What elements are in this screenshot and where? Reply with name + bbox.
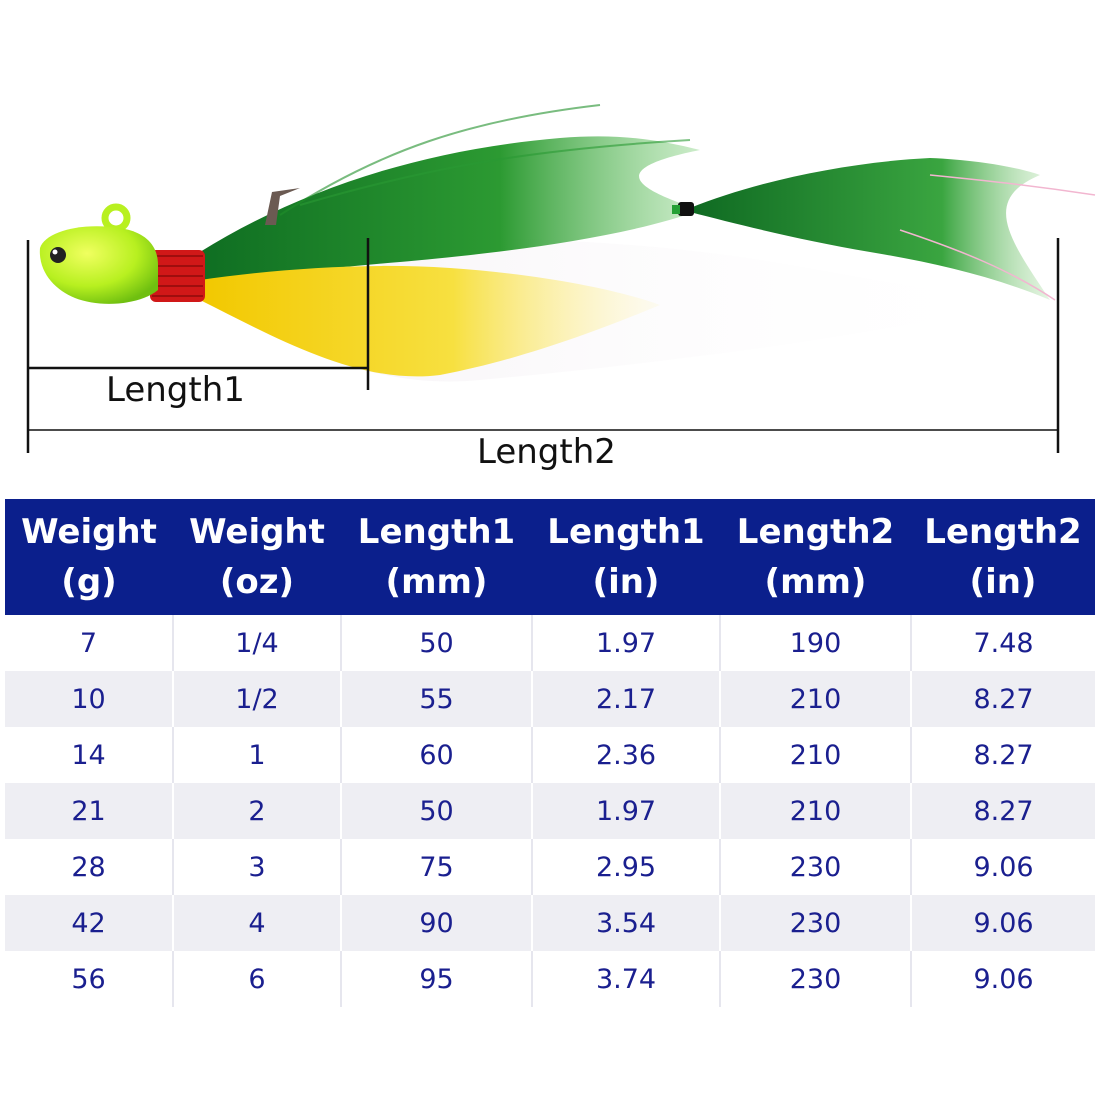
column-header-name: Length2 <box>736 512 895 552</box>
column-header: Length2 (mm) <box>720 499 911 615</box>
table-cell: 9.06 <box>911 895 1095 951</box>
table-row: 21 2 50 1.97 210 8.27 <box>5 783 1095 839</box>
table-cell: 60 <box>341 727 533 783</box>
table-cell: 75 <box>341 839 533 895</box>
table-row: 56 6 95 3.74 230 9.06 <box>5 951 1095 1007</box>
table-row: 14 1 60 2.36 210 8.27 <box>5 727 1095 783</box>
table-cell: 230 <box>720 895 912 951</box>
line-tie-eye <box>101 203 131 233</box>
table-cell: 190 <box>720 615 912 671</box>
table-cell: 42 <box>5 895 174 951</box>
jig-eye <box>50 247 66 263</box>
column-header: Length1 (mm) <box>341 499 532 615</box>
column-header: Weight (oz) <box>173 499 341 615</box>
table-cell: 2 <box>173 783 342 839</box>
column-header: Length2 (in) <box>911 499 1095 615</box>
table-cell: 210 <box>720 783 912 839</box>
table-cell: 210 <box>720 727 912 783</box>
table-cell: 4 <box>173 895 342 951</box>
length1-dimension <box>26 238 370 453</box>
column-header-name: Weight <box>189 512 325 552</box>
hook-point <box>265 188 300 225</box>
column-header-unit: (mm) <box>385 562 488 602</box>
column-header-unit: (mm) <box>764 562 867 602</box>
table-cell: 28 <box>5 839 174 895</box>
green-hair <box>200 136 700 290</box>
table-cell: 7 <box>5 615 174 671</box>
length2-dimension <box>28 238 1060 453</box>
table-cell: 2.17 <box>532 671 721 727</box>
table-cell: 95 <box>341 951 533 1007</box>
table-body: 7 1/4 50 1.97 190 7.48 10 1/2 55 2.17 210 8.27 14 1 60… <box>5 615 1095 1007</box>
table-cell: 3.74 <box>532 951 721 1007</box>
column-header-name: Length1 <box>357 512 516 552</box>
column-header: Length1 (in) <box>532 499 720 615</box>
table-cell: 10 <box>5 671 174 727</box>
table-cell: 210 <box>720 671 912 727</box>
table-header-row: Weight (g) Weight (oz) Length1 (mm) Length1 (in… <box>5 499 1095 615</box>
table-cell: 3 <box>173 839 342 895</box>
table-row: 28 3 75 2.95 230 9.06 <box>5 839 1095 895</box>
bucktail-jig-illustration <box>26 104 1096 453</box>
column-header-unit: (in) <box>969 562 1037 602</box>
table-row: 7 1/4 50 1.97 190 7.48 <box>5 615 1095 671</box>
column-header-unit: (g) <box>61 562 117 602</box>
jig-head <box>39 226 158 304</box>
column-header-name: Weight <box>21 512 157 552</box>
table-cell: 9.06 <box>911 839 1095 895</box>
table-cell: 2.95 <box>532 839 721 895</box>
table-cell: 56 <box>5 951 174 1007</box>
table-cell: 50 <box>341 615 533 671</box>
table-cell: 14 <box>5 727 174 783</box>
table-row: 42 4 90 3.54 230 9.06 <box>5 895 1095 951</box>
table-cell: 1/4 <box>173 615 342 671</box>
yellow-hair <box>200 265 660 377</box>
table-cell: 7.48 <box>911 615 1095 671</box>
table-row: 10 1/2 55 2.17 210 8.27 <box>5 671 1095 727</box>
table-cell: 1.97 <box>532 615 721 671</box>
column-header-name: Length2 <box>924 512 1082 552</box>
table-cell: 8.27 <box>911 727 1095 783</box>
table-cell: 8.27 <box>911 671 1095 727</box>
column-header-name: Length1 <box>547 512 705 552</box>
table-cell: 50 <box>341 783 533 839</box>
column-header: Weight (g) <box>5 499 173 615</box>
table-cell: 8.27 <box>911 783 1095 839</box>
table-cell: 21 <box>5 783 174 839</box>
table-cell: 6 <box>173 951 342 1007</box>
table-cell: 1 <box>173 727 342 783</box>
table-cell: 230 <box>720 951 912 1007</box>
column-header-unit: (oz) <box>219 562 295 602</box>
table-cell: 230 <box>720 839 912 895</box>
table-cell: 3.54 <box>532 895 721 951</box>
size-spec-table: Weight (g) Weight (oz) Length1 (mm) Length1 (in… <box>5 499 1095 1007</box>
table-cell: 55 <box>341 671 533 727</box>
column-header-unit: (in) <box>592 562 660 602</box>
table-cell: 90 <box>341 895 533 951</box>
trailer-tail <box>690 158 1050 300</box>
length1-label: Length1 <box>106 370 245 410</box>
table-cell: 1.97 <box>532 783 721 839</box>
table-cell: 1/2 <box>173 671 342 727</box>
table-cell: 2.36 <box>532 727 721 783</box>
length2-label: Length2 <box>477 432 616 472</box>
table-cell: 9.06 <box>911 951 1095 1007</box>
product-figure: Length1 Length2 <box>0 0 1100 480</box>
